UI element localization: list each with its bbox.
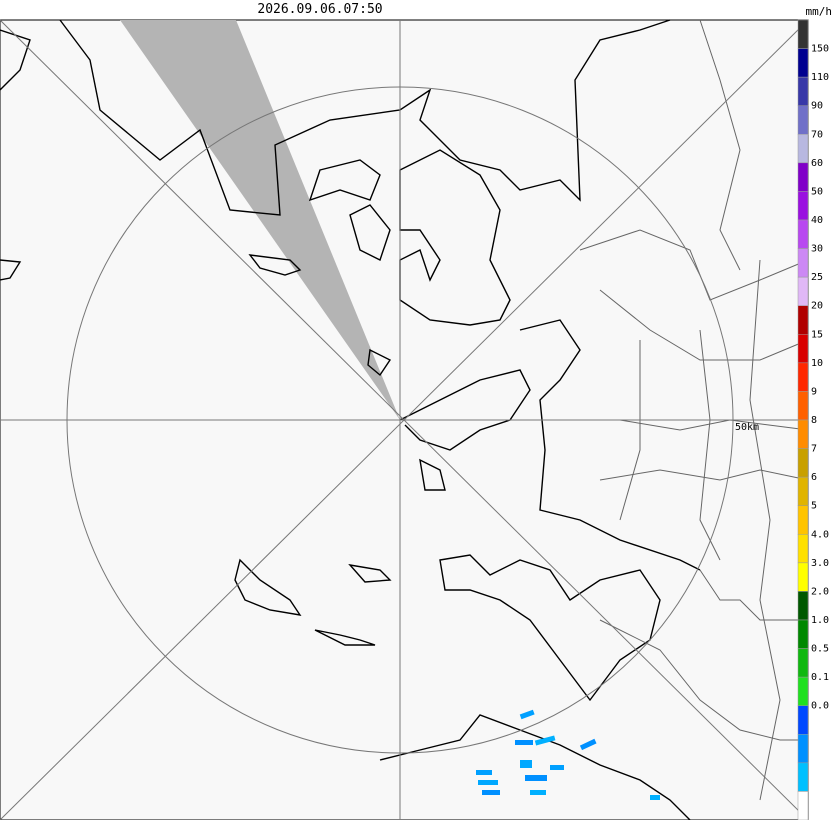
legend-label: 20	[811, 301, 823, 312]
blocked-sector	[120, 20, 400, 420]
legend-swatch	[797, 362, 809, 392]
legend-label: 4.0	[811, 529, 829, 540]
range-rings	[0, 19, 809, 820]
unit-label: mm/h	[806, 5, 833, 18]
coastlines	[0, 19, 701, 820]
legend-swatch	[797, 391, 809, 421]
legend-swatch	[797, 648, 809, 678]
legend-label: 110	[811, 72, 829, 83]
legend-label: 90	[811, 101, 823, 112]
legend-swatch	[797, 505, 809, 535]
legend-label: 0.5	[811, 644, 829, 655]
timestamp: 2026.09.06.07:50	[257, 2, 382, 17]
legend-label: 2.0	[811, 586, 829, 597]
legend-swatch	[797, 219, 809, 249]
legend-swatch	[797, 334, 809, 364]
legend-swatch	[797, 619, 809, 649]
legend-label: 70	[811, 129, 823, 140]
legend-swatch	[797, 76, 809, 106]
legend-label: 5	[811, 501, 817, 512]
legend-label: 9	[811, 386, 817, 397]
legend-swatch	[797, 734, 809, 764]
legend-swatch	[797, 591, 809, 621]
legend-swatch	[797, 476, 809, 506]
legend-label: 0.1	[811, 672, 829, 683]
legend-swatch	[797, 562, 809, 592]
legend-swatch	[797, 134, 809, 164]
legend-swatch	[797, 191, 809, 221]
legend-label: 150	[811, 44, 829, 55]
legend-label: 60	[811, 158, 823, 169]
legend-swatch	[797, 48, 809, 78]
legend-label: 7	[811, 444, 817, 455]
legend-label: 50	[811, 186, 823, 197]
legend-swatch	[797, 248, 809, 278]
rain-echoes	[476, 709, 660, 800]
legend-label: 30	[811, 244, 823, 255]
legend-label: 3.0	[811, 558, 829, 569]
legend-label: 15	[811, 329, 823, 340]
legend-swatch	[797, 791, 809, 820]
legend-label: 40	[811, 215, 823, 226]
color-legend: 150 110 90 70 60 50 40 30 25 20 15 10 9 8 7 6 5 4.0 3.0 2.0…	[797, 19, 829, 820]
legend-swatch	[797, 448, 809, 478]
legend-label: 6	[811, 472, 817, 483]
legend-swatch	[797, 276, 809, 306]
legend-swatch	[797, 305, 809, 335]
legend-label: 25	[811, 272, 823, 283]
legend-swatch	[797, 19, 809, 49]
legend-swatch	[797, 105, 809, 135]
legend-label: 8	[811, 415, 817, 426]
legend-swatch	[797, 762, 809, 792]
legend-label: 0.0	[811, 701, 829, 712]
legend-swatch	[797, 534, 809, 564]
legend-swatch	[797, 162, 809, 192]
legend-swatch	[797, 419, 809, 449]
range-label: 50km	[735, 422, 759, 433]
legend-swatch	[797, 676, 809, 706]
legend-label: 1.0	[811, 615, 829, 626]
legend-swatch	[797, 705, 809, 735]
legend-label: 10	[811, 358, 823, 369]
